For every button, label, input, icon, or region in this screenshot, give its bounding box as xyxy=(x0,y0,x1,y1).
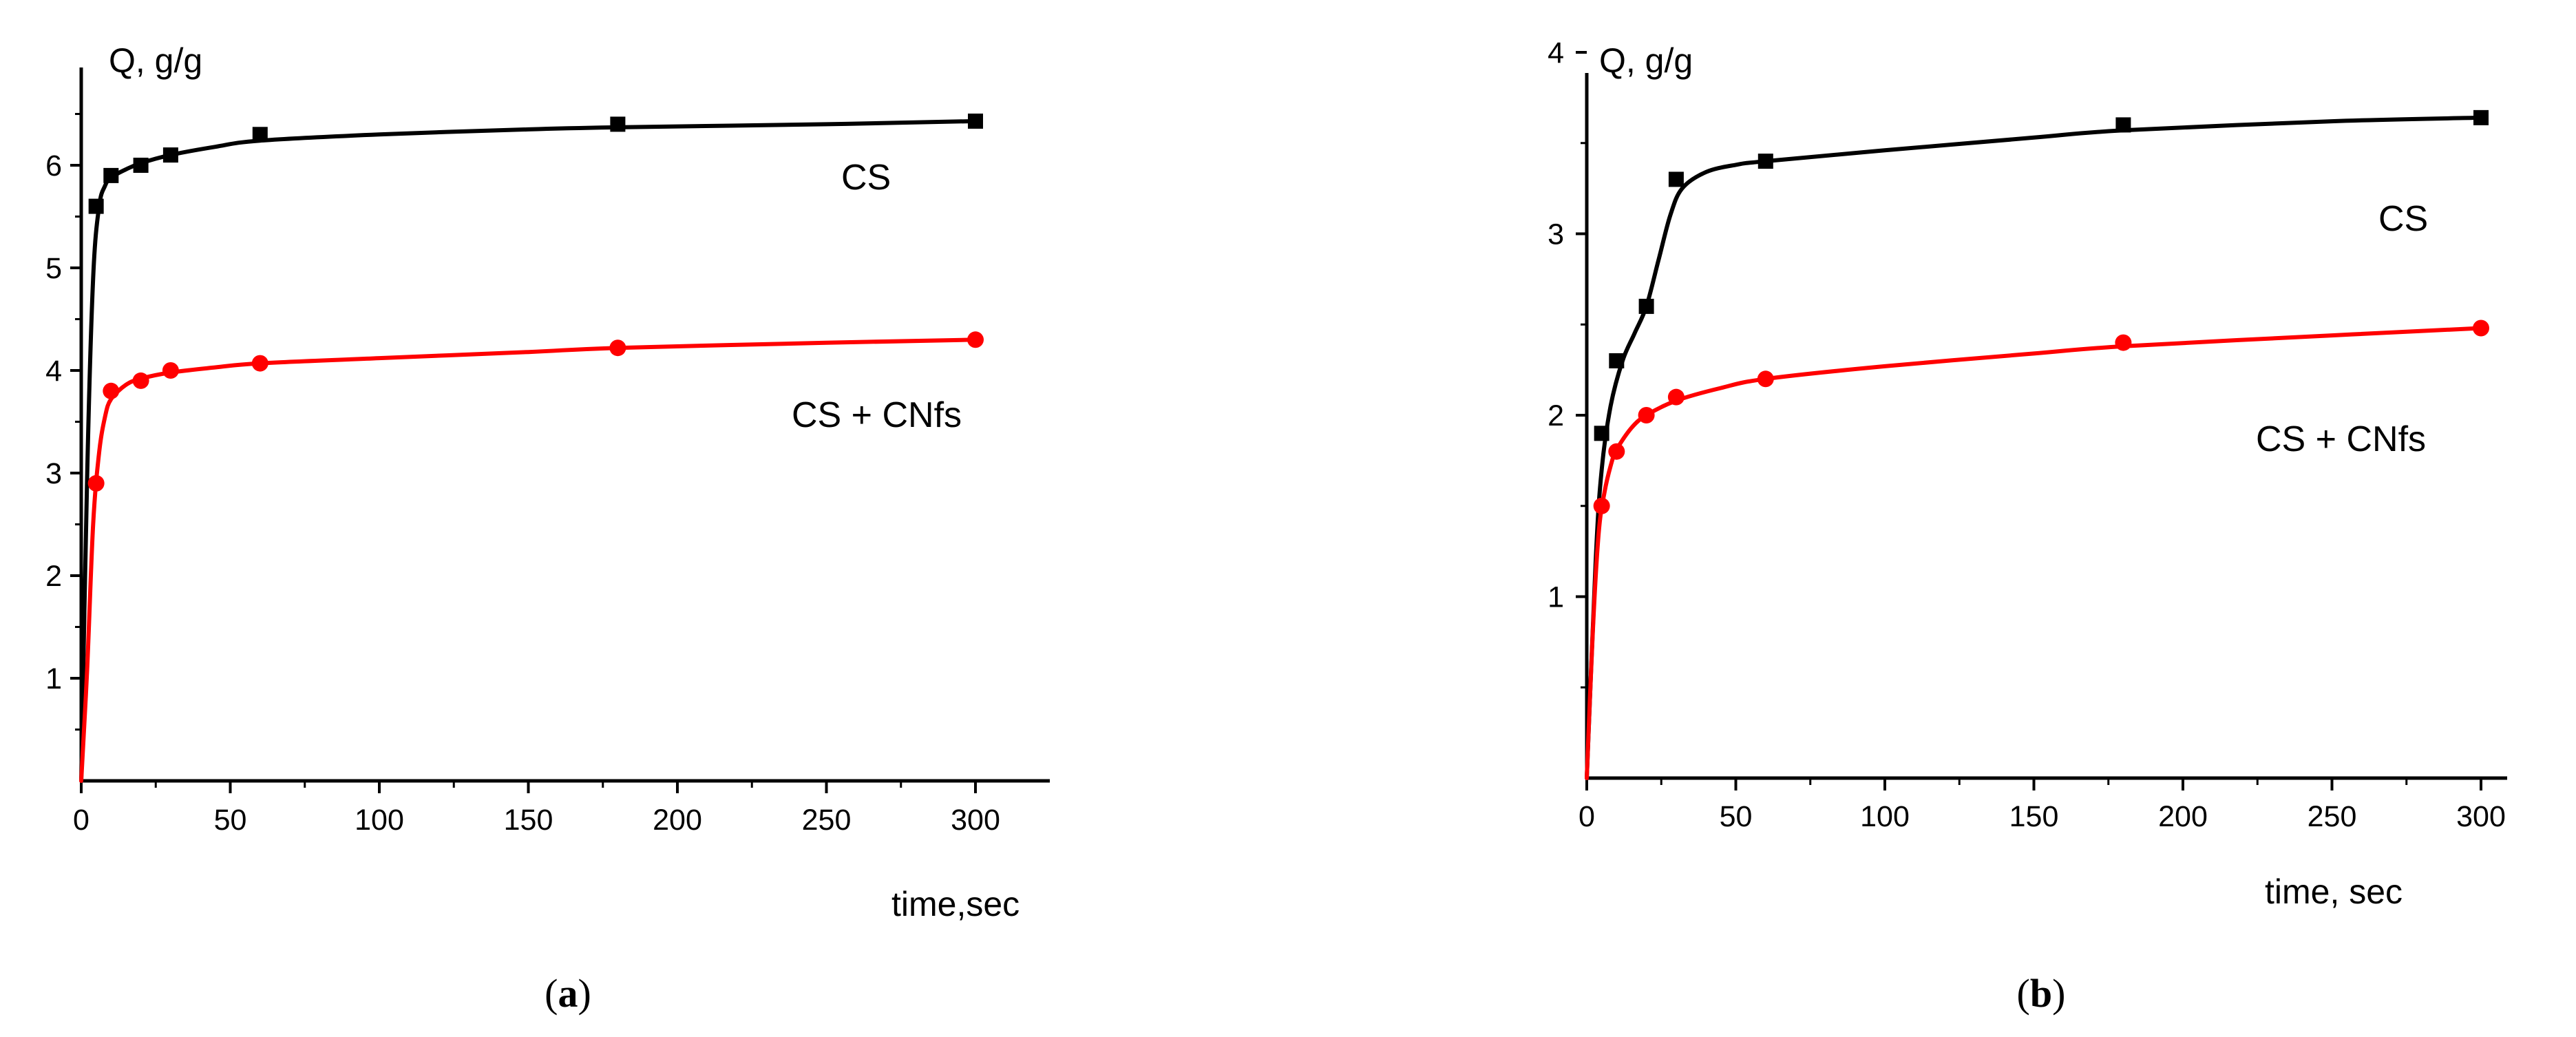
x-tick-label: 300 xyxy=(951,804,1000,837)
data-point-cs xyxy=(252,127,268,143)
data-point-cs-cnfs xyxy=(162,362,179,379)
data-point-cs-cnfs xyxy=(2473,320,2489,337)
data-point-cs xyxy=(103,167,119,183)
series-label-cs-cnfs: CS + CNfs xyxy=(792,395,962,435)
panel-label-open-paren: ( xyxy=(545,971,558,1016)
x-tick-label: 0 xyxy=(73,804,89,837)
data-point-cs-cnfs xyxy=(609,339,626,357)
data-point-cs-cnfs xyxy=(103,382,120,399)
x-tick-label: 200 xyxy=(653,804,702,837)
y-tick-label: 5 xyxy=(45,252,62,285)
data-point-cs xyxy=(1757,154,1773,169)
data-point-cs-cnfs xyxy=(1638,407,1655,423)
panel-label-close-paren: ) xyxy=(578,971,591,1016)
data-point-cs-cnfs xyxy=(967,331,984,348)
x-axis-title: time,sec xyxy=(891,885,1020,923)
data-point-cs xyxy=(1668,171,1684,187)
x-tick-label: 250 xyxy=(802,804,852,837)
y-tick-label: 4 xyxy=(45,355,62,388)
data-point-cs xyxy=(162,147,178,163)
x-tick-label: 250 xyxy=(2308,800,2357,833)
data-point-cs xyxy=(2473,109,2489,125)
data-point-cs-cnfs xyxy=(87,474,105,492)
y-axis-title: Q, g/g xyxy=(109,41,202,80)
data-point-cs xyxy=(88,198,104,214)
data-point-cs-cnfs xyxy=(1593,497,1610,514)
series-label-cs: CS xyxy=(2378,199,2428,239)
y-tick-label: 1 xyxy=(1548,581,1564,614)
data-point-cs-cnfs xyxy=(132,372,149,389)
data-point-cs-cnfs xyxy=(1667,388,1685,406)
series-line-cs-cnfs xyxy=(79,337,978,783)
x-tick-label: 0 xyxy=(1579,800,1595,833)
x-tick-label: 200 xyxy=(2158,800,2208,833)
data-point-cs xyxy=(133,158,149,173)
x-tick-label: 50 xyxy=(214,804,247,837)
panel-label-b: (b) xyxy=(2017,971,2066,1016)
data-point-cs xyxy=(610,116,626,132)
chart-panel-a: 0 50 100 150 200 250 300 1 2 3 4 5 6 Q, g/g time,se… xyxy=(45,41,1050,1016)
panel-label-close-paren: ) xyxy=(2052,971,2065,1016)
x-tick-label: 150 xyxy=(504,804,553,837)
x-tick-label: 150 xyxy=(2009,800,2059,833)
data-point-cs-cnfs xyxy=(1757,370,1774,388)
y-tick-label: 2 xyxy=(1548,399,1564,432)
y-tick-label: 1 xyxy=(45,662,62,695)
y-tick-label: 3 xyxy=(45,457,62,490)
chart-panel-b: 0 50 100 150 200 250 300 1 2 3 4 Q, g/g time, sec… xyxy=(1548,36,2507,1016)
panel-label-letter: b xyxy=(2030,971,2052,1016)
x-tick-label: 100 xyxy=(1860,800,1910,833)
y-tick-label: 6 xyxy=(45,149,62,182)
panel-label-a: (a) xyxy=(545,971,591,1016)
x-tick-label: 100 xyxy=(355,804,404,837)
data-point-cs xyxy=(1638,298,1654,314)
y-tick-label: 3 xyxy=(1548,218,1564,251)
data-point-cs xyxy=(968,113,983,129)
data-point-cs xyxy=(1609,353,1625,368)
series-line-cs xyxy=(79,118,978,783)
panel-label-letter: a xyxy=(558,971,578,1016)
x-tick-label: 300 xyxy=(2456,800,2506,833)
y-tick-label: 2 xyxy=(45,560,62,593)
series-line-cs-cnfs xyxy=(1585,326,2483,780)
series-label-cs-cnfs: CS + CNfs xyxy=(2256,419,2426,459)
x-axis-title: time, sec xyxy=(2265,872,2403,911)
series-label-cs: CS xyxy=(841,158,891,198)
y-axis-title: Q, g/g xyxy=(1599,41,1693,80)
y-tick-label: 4 xyxy=(1548,36,1564,70)
data-point-cs-cnfs xyxy=(251,355,268,372)
data-point-cs xyxy=(1594,426,1609,441)
data-point-cs xyxy=(2115,117,2131,133)
x-tick-label: 50 xyxy=(1720,800,1753,833)
panel-label-open-paren: ( xyxy=(2017,971,2030,1016)
data-point-cs-cnfs xyxy=(2115,334,2132,351)
data-point-cs-cnfs xyxy=(1608,443,1625,460)
